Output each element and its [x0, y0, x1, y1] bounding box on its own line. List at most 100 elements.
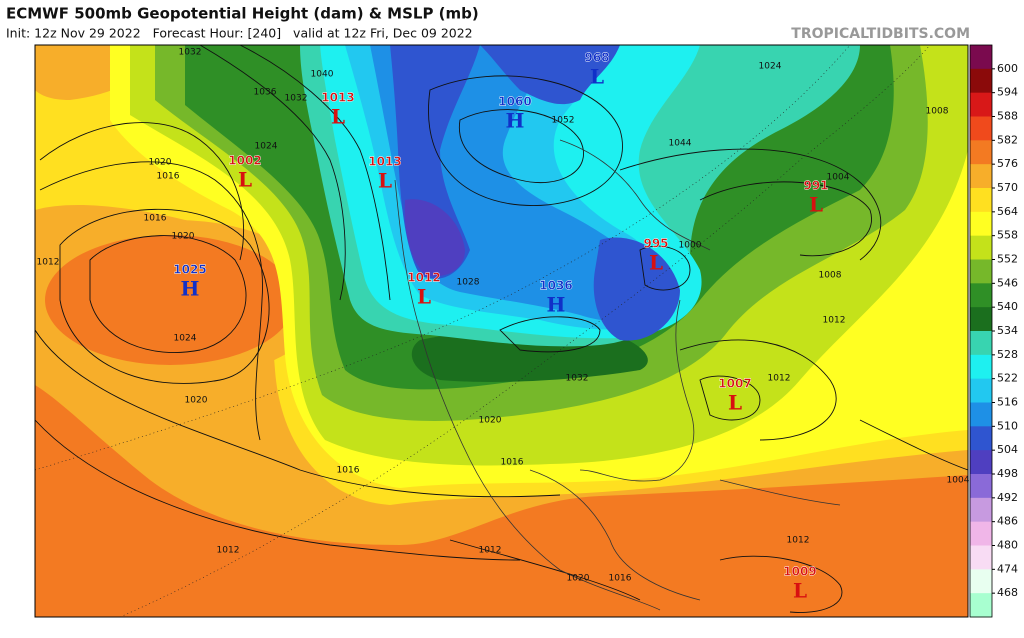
isobar-label: 1008: [819, 271, 842, 281]
colorbar-label: 528: [997, 348, 1018, 361]
center-letter: H: [506, 109, 525, 133]
colorbar-label: 540: [997, 300, 1018, 313]
colorbar-label: 504: [997, 443, 1018, 456]
isobar-label: 1012: [37, 258, 60, 268]
colorbar-swatch: [970, 426, 992, 451]
center-value: 1012: [407, 271, 440, 285]
colorbar-swatch: [970, 450, 992, 475]
isobar-label: 1012: [479, 546, 502, 556]
colorbar-label: 600: [997, 62, 1018, 75]
colorbar-label: 588: [997, 110, 1018, 123]
center-value: 991: [803, 179, 828, 193]
colorbar-label: 522: [997, 372, 1018, 385]
isobar-label: 1032: [566, 374, 589, 384]
isobar-label: 1024: [759, 62, 782, 72]
colorbar-swatch: [970, 68, 992, 94]
center-letter: L: [238, 168, 252, 192]
colorbar-label: 498: [997, 467, 1018, 480]
center-letter: L: [728, 391, 742, 415]
colorbar-label: 534: [997, 324, 1018, 337]
isobar-label: 1036: [254, 88, 277, 98]
center-letter: L: [417, 285, 431, 309]
colorbar-swatch: [970, 116, 992, 141]
isobar-label: 1028: [457, 278, 480, 288]
colorbar-label: 516: [997, 396, 1018, 409]
isobar-label: 1044: [669, 139, 692, 149]
colorbar-swatch: [970, 331, 992, 356]
colorbar: 600 594 588 582 576 570 564 558 552 546 540 534 528 5…: [969, 44, 1018, 618]
isobar-label: 1020: [185, 396, 208, 406]
colorbar-swatch: [970, 569, 992, 594]
colorbar-swatch: [970, 474, 992, 499]
isobar-label: 1024: [255, 142, 278, 152]
center-value: 1060: [498, 95, 531, 109]
isobar-label: 1016: [337, 466, 360, 476]
subtitle: Init: 12z Nov 29 2022 Forecast Hour: [24…: [6, 26, 473, 41]
colorbar-label: 570: [997, 181, 1018, 194]
colorbar-swatch: [970, 188, 992, 213]
colorbar-swatch: [970, 307, 992, 332]
isobar-label: 1004: [827, 173, 850, 183]
colorbar-label: 594: [997, 86, 1018, 99]
isobar-label: 1004: [947, 476, 970, 486]
isobar-label: 1000: [679, 241, 702, 251]
isobar-label: 1016: [609, 574, 632, 584]
center-letter: L: [793, 579, 807, 603]
center-value: 1002: [228, 154, 261, 168]
center-value: 1013: [321, 91, 354, 105]
isobar-label: 1032: [285, 94, 308, 104]
colorbar-swatch: [970, 378, 992, 403]
height-field: [35, 45, 968, 617]
isobar-label: 1024: [174, 334, 197, 344]
colorbar-label: 546: [997, 276, 1018, 289]
colorbar-label: 486: [997, 515, 1018, 528]
center-letter: L: [331, 105, 345, 129]
center-value: 1025: [173, 263, 206, 277]
watermark: TROPICALTIDBITS.COM: [791, 26, 970, 42]
isobar-label: 1016: [501, 458, 524, 468]
colorbar-label: 564: [997, 205, 1018, 218]
isobar-label: 1020: [479, 416, 502, 426]
center-value: 1013: [368, 155, 401, 169]
isobar-label: 1012: [217, 546, 240, 556]
isobar-label: 1020: [567, 574, 590, 584]
center-letter: L: [590, 65, 604, 89]
colorbar-swatch: [970, 259, 992, 284]
isobar-label: 1016: [144, 214, 167, 224]
title: ECMWF 500mb Geopotential Height (dam) & …: [6, 5, 479, 23]
colorbar-swatch: [970, 45, 992, 70]
center-letter: H: [181, 277, 200, 301]
colorbar-swatch: [970, 497, 992, 523]
colorbar-swatch: [970, 92, 992, 117]
colorbar-label: 558: [997, 229, 1018, 242]
isobar-label: 1020: [172, 232, 195, 242]
isobar-label: 1032: [179, 48, 202, 58]
center-value: 995: [643, 237, 668, 251]
colorbar-swatch: [970, 545, 992, 570]
center-letter: L: [809, 193, 823, 217]
center-value: 1009: [783, 565, 816, 579]
colorbar-label: 582: [997, 133, 1018, 146]
colorbar-swatch: [970, 235, 992, 260]
isobar-label: 1012: [787, 536, 810, 546]
colorbar-label: 474: [997, 562, 1018, 575]
colorbar-label: 510: [997, 419, 1018, 432]
colorbar-label: 492: [997, 491, 1018, 504]
isobar-label: 1012: [823, 316, 846, 326]
colorbar-swatch: [970, 402, 992, 427]
colorbar-label: 576: [997, 157, 1018, 170]
colorbar-swatch: [970, 283, 992, 308]
center-value: 1007: [718, 377, 751, 391]
colorbar-label: 480: [997, 539, 1018, 552]
colorbar-swatch: [970, 164, 992, 189]
center-letter: L: [649, 251, 663, 275]
colorbar-swatch: [970, 521, 992, 546]
center-letter: H: [547, 293, 566, 317]
isobar-label: 1040: [311, 70, 334, 80]
center-letter: L: [378, 169, 392, 193]
isobar-label: 1016: [157, 172, 180, 182]
isobar-labels: 1032 1040 1036 1032 1024 1020 1016 1016 1012 1020…: [37, 48, 970, 584]
